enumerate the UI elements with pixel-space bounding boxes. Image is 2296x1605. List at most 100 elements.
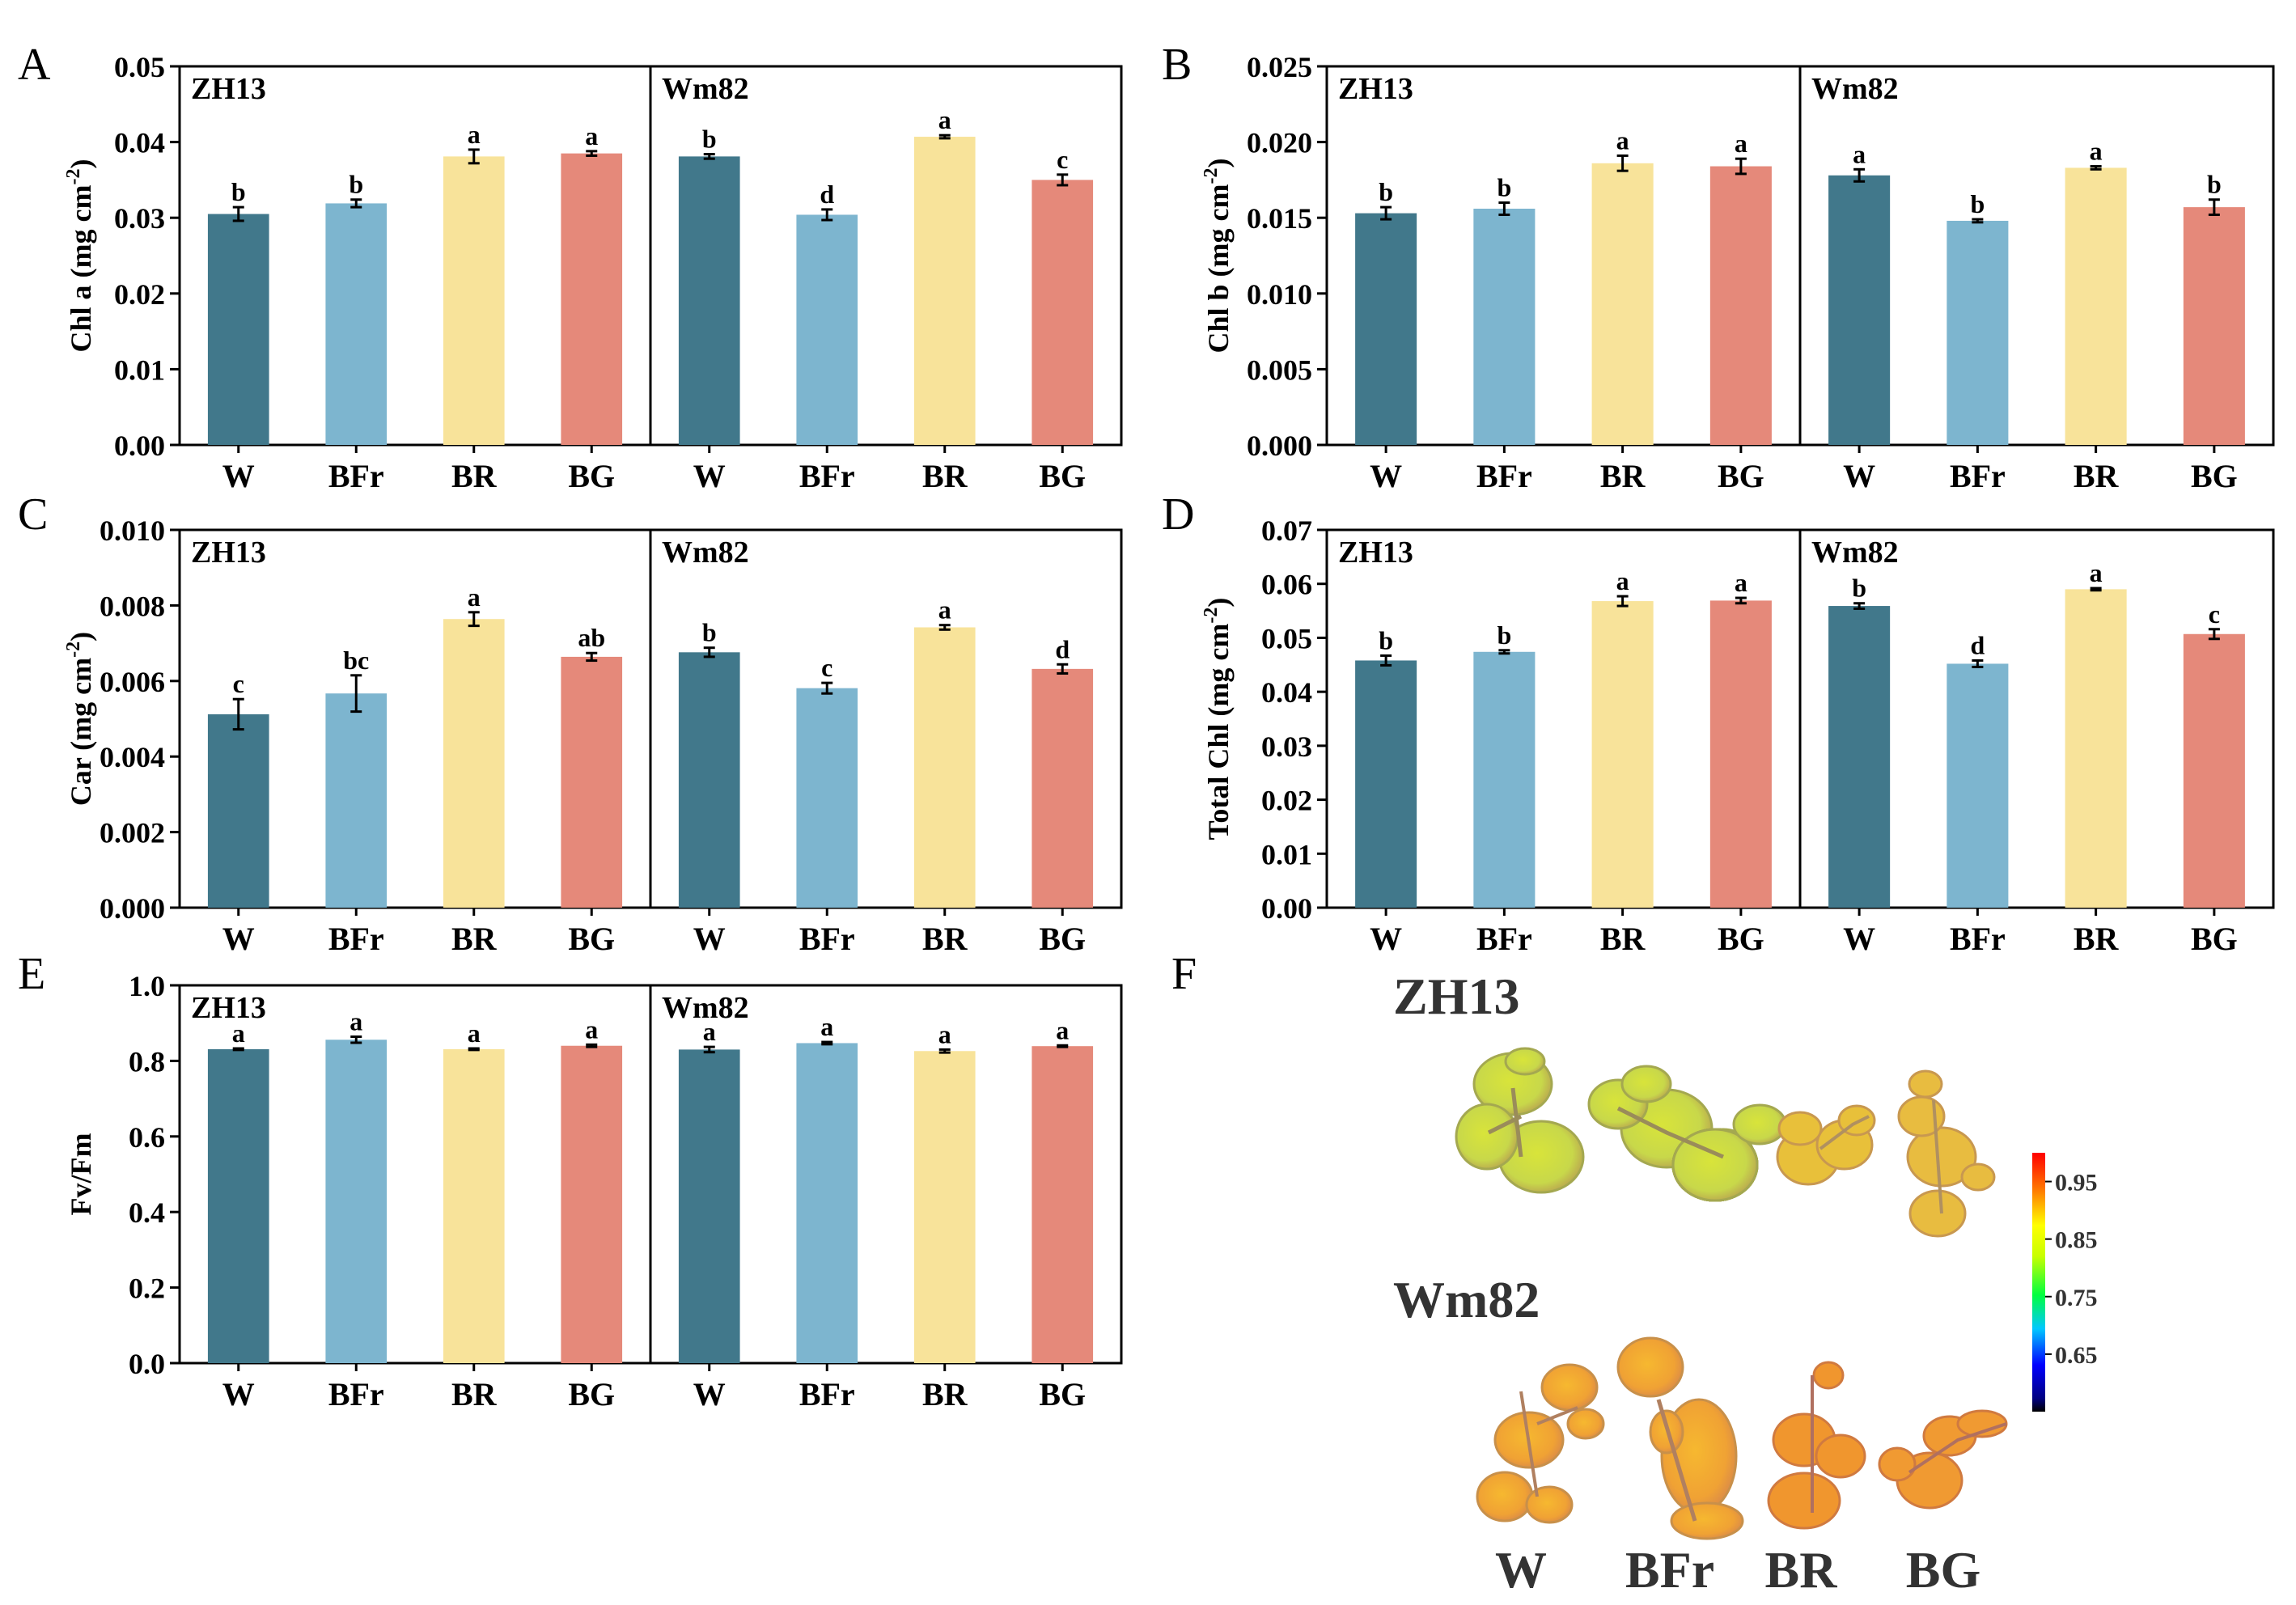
x-tick-label: BFr bbox=[1950, 921, 2006, 957]
bar bbox=[2183, 207, 2245, 445]
bar bbox=[1032, 1046, 1094, 1363]
panel-label-b: B bbox=[1162, 40, 1192, 90]
column-labels: W BFr BR BG bbox=[1495, 1541, 1980, 1599]
y-tick-label: 0.02 bbox=[1261, 785, 1312, 817]
significance-letter: a bbox=[820, 1012, 833, 1041]
plant-zh13-bg bbox=[1897, 1069, 1996, 1238]
significance-letter: a bbox=[585, 1014, 598, 1044]
significance-letter: a bbox=[1616, 125, 1629, 155]
chart-chl-b: 0.000 0.005 0.010 0.015 0.020 0.025 Chl b (mg … bbox=[1201, 51, 2275, 494]
y-axis-label: Chl a (mg cm-2) bbox=[63, 159, 97, 353]
x-tick-label: BG bbox=[1039, 458, 1086, 494]
group-label: ZH13 bbox=[191, 991, 266, 1025]
significance-letter: bc bbox=[343, 646, 369, 675]
row-label-wm82: Wm82 bbox=[1393, 1271, 1540, 1328]
y-tick-label: 0.4 bbox=[129, 1196, 165, 1229]
group-label: Wm82 bbox=[662, 72, 749, 106]
bar bbox=[443, 1048, 505, 1363]
bar bbox=[1947, 663, 2009, 908]
bar bbox=[678, 652, 740, 908]
significance-letter: a bbox=[468, 1018, 481, 1048]
colorbar-tick-label: 0.75 bbox=[2055, 1285, 2098, 1311]
significance-letter: a bbox=[938, 595, 951, 625]
group-label: ZH13 bbox=[191, 536, 266, 570]
y-tick-label: 0.04 bbox=[114, 127, 165, 159]
x-tick-label: BG bbox=[568, 1376, 615, 1412]
y-tick-label: 1.0 bbox=[129, 970, 165, 1002]
bar bbox=[2065, 167, 2127, 445]
group-label: Wm82 bbox=[662, 536, 749, 570]
significance-letter: c bbox=[233, 669, 244, 698]
group-label: ZH13 bbox=[1338, 536, 1413, 570]
y-tick-label: 0.006 bbox=[100, 666, 165, 698]
y-tick-label: 0.02 bbox=[114, 278, 165, 311]
x-tick-label: W bbox=[693, 921, 726, 957]
x-tick-label: BR bbox=[451, 458, 498, 494]
bar bbox=[561, 1045, 623, 1363]
x-tick-label: BFr bbox=[799, 921, 855, 957]
column-label-bfr: BFr bbox=[1625, 1541, 1714, 1599]
plant-wm82-bfr bbox=[1616, 1336, 1744, 1540]
y-tick-label: 0.01 bbox=[114, 354, 165, 386]
bar bbox=[1591, 601, 1654, 908]
bar bbox=[1473, 651, 1536, 908]
y-axis-label: Total Chl (mg cm-2) bbox=[1201, 598, 1235, 841]
bar bbox=[443, 156, 505, 445]
significance-letter: b bbox=[1497, 172, 1511, 201]
y-tick-label: 0.010 bbox=[100, 515, 165, 547]
significance-letter: a bbox=[585, 121, 598, 150]
bar bbox=[561, 153, 623, 445]
bar bbox=[1032, 668, 1094, 908]
y-tick-label: 0.6 bbox=[129, 1121, 165, 1154]
bar bbox=[678, 156, 740, 445]
x-tick-label: BG bbox=[1718, 921, 1764, 957]
plant-zh13-bfr bbox=[1587, 1065, 1787, 1202]
significance-letter: a bbox=[938, 1019, 951, 1048]
y-tick-label: 0.025 bbox=[1247, 51, 1312, 83]
bar bbox=[1355, 660, 1417, 908]
bar bbox=[561, 656, 623, 908]
significance-letter: b bbox=[2207, 170, 2222, 199]
plant-zh13-br bbox=[1776, 1104, 1876, 1186]
bar bbox=[1709, 600, 1772, 908]
bar bbox=[325, 1040, 388, 1363]
bar bbox=[325, 203, 388, 445]
y-tick-label: 0.002 bbox=[100, 817, 165, 849]
x-tick-label: W bbox=[1370, 458, 1402, 494]
significance-letter: a bbox=[232, 1018, 245, 1048]
bar bbox=[1709, 166, 1772, 445]
plant-wm82-bg bbox=[1878, 1409, 2008, 1510]
x-tick-label: BG bbox=[568, 458, 615, 494]
y-tick-label: 0.01 bbox=[1261, 838, 1312, 870]
y-tick-label: 0.06 bbox=[1261, 569, 1312, 601]
y-tick-label: 0.005 bbox=[1247, 354, 1312, 386]
significance-letter: a bbox=[1853, 139, 1866, 168]
colorbar-tick-label: 0.95 bbox=[2055, 1170, 2098, 1196]
significance-letter: b bbox=[702, 618, 717, 647]
y-tick-label: 0.03 bbox=[114, 202, 165, 235]
x-tick-label: W bbox=[222, 1376, 255, 1412]
significance-letter: b bbox=[231, 177, 246, 206]
y-tick-label: 0.004 bbox=[100, 741, 165, 773]
row-label-zh13: ZH13 bbox=[1393, 968, 1519, 1025]
y-tick-label: 0.008 bbox=[100, 590, 165, 622]
significance-letter: a bbox=[1735, 568, 1747, 597]
panel-label-e: E bbox=[18, 949, 45, 999]
x-tick-label: W bbox=[222, 458, 255, 494]
significance-letter: b bbox=[1379, 177, 1393, 206]
bar bbox=[1828, 175, 1891, 445]
significance-letter: b bbox=[702, 125, 717, 154]
y-axis-label: Car (mg cm-2) bbox=[63, 632, 97, 806]
x-tick-label: BG bbox=[568, 921, 615, 957]
y-tick-label: 0.00 bbox=[114, 430, 165, 462]
x-tick-label: BR bbox=[1600, 458, 1646, 494]
panel-label-c: C bbox=[18, 489, 48, 540]
x-tick-label: BFr bbox=[1476, 458, 1532, 494]
significance-letter: c bbox=[1057, 145, 1068, 174]
significance-letter: a bbox=[2090, 137, 2103, 166]
bar bbox=[796, 214, 858, 445]
significance-letter: a bbox=[468, 120, 481, 149]
bar bbox=[796, 1043, 858, 1363]
bar bbox=[913, 627, 976, 908]
